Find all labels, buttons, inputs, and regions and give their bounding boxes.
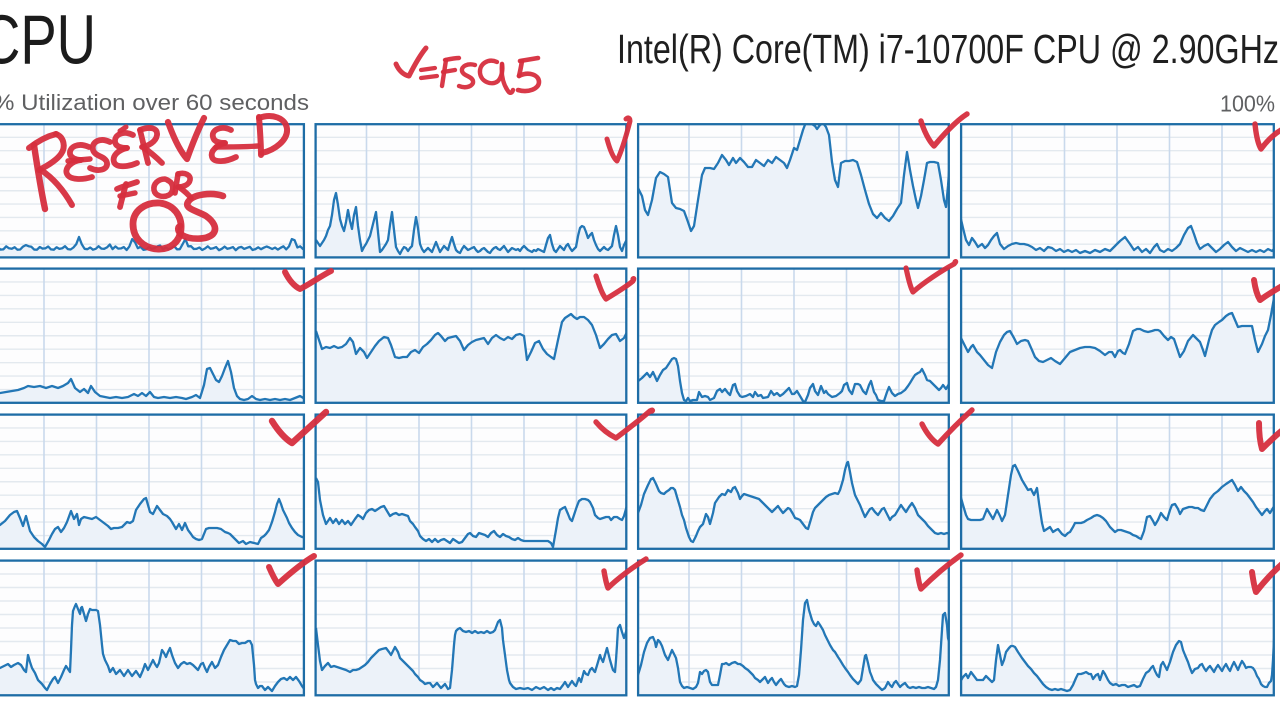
svg-text:Intel(R) Core(TM) i7-10700F CP: Intel(R) Core(TM) i7-10700F CPU @ 2.90GH… [617,26,1279,72]
svg-text:100%: 100% [1220,91,1275,117]
svg-text:% Utilization over 60 seconds: % Utilization over 60 seconds [0,90,309,115]
svg-text:CPU: CPU [0,1,96,79]
